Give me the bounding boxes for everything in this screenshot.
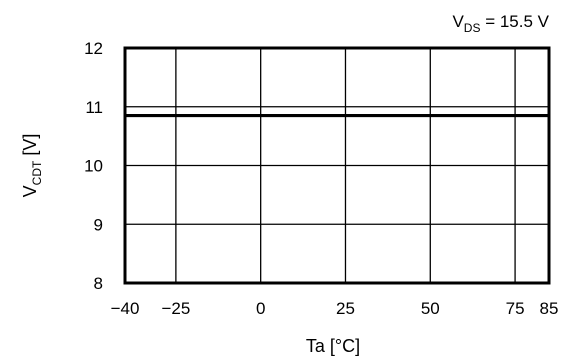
grid-lines	[125, 48, 549, 283]
y-tick-label: 8	[94, 274, 103, 293]
x-tick-label: 85	[540, 299, 559, 318]
y-tick-label: 12	[84, 39, 103, 58]
x-tick-label: 25	[336, 299, 355, 318]
x-tick-label: −25	[161, 299, 190, 318]
x-tick-label: 0	[256, 299, 265, 318]
y-axis-title: VCDT [V]	[20, 134, 44, 198]
x-tick-label: 50	[421, 299, 440, 318]
x-tick-label: 75	[506, 299, 525, 318]
plot-area-frame	[123, 46, 551, 285]
y-tick-label: 11	[85, 98, 103, 117]
condition-label: VDS = 15.5 V	[452, 12, 549, 35]
y-tick-label: 10	[84, 157, 103, 176]
y-tick-label: 9	[94, 215, 103, 234]
x-axis-title: Ta [°C]	[306, 336, 360, 356]
x-axis-ticks: −40 −25 0 25 50 75 85	[111, 299, 559, 318]
x-tick-label: −40	[111, 299, 140, 318]
y-axis-ticks: 8 9 10 11 12	[84, 39, 103, 293]
